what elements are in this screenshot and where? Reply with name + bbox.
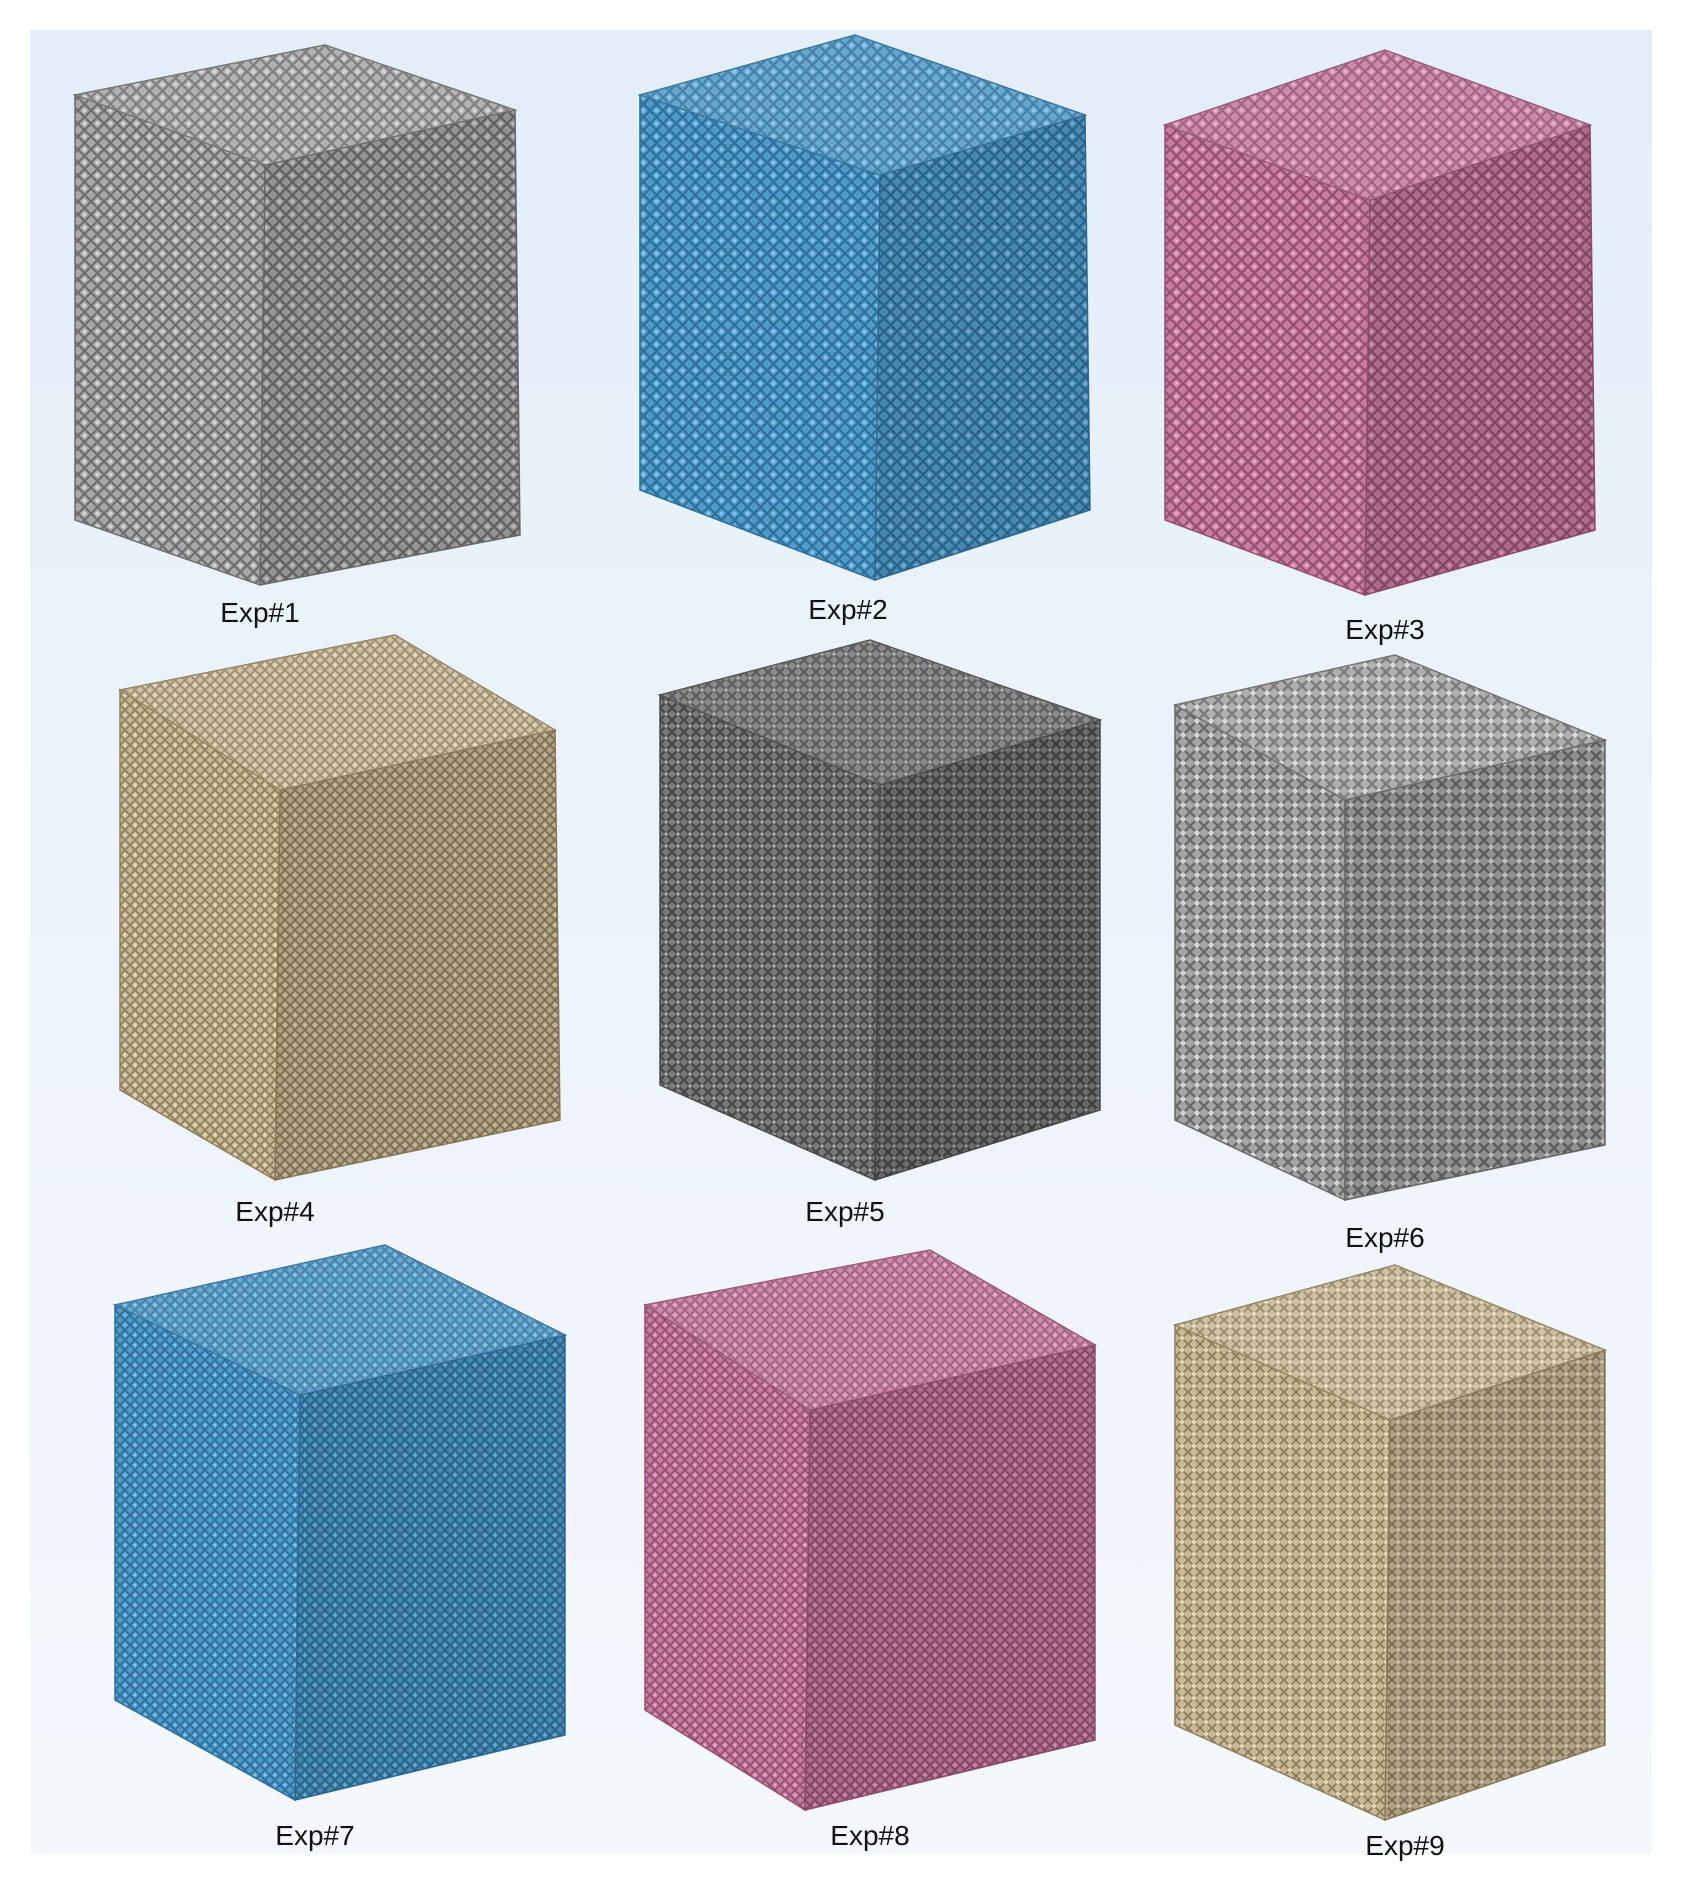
cube-label-exp-2: Exp#2 (808, 594, 888, 625)
cube-right-face (1384, 1348, 1606, 1822)
cube-left-face (1164, 123, 1371, 597)
cube-label-exp-1: Exp#1 (220, 597, 300, 628)
cube-exp-6 (1172, 654, 1608, 1202)
cube-exp-1 (72, 44, 521, 587)
cube-right-face (274, 729, 561, 1181)
cube-exp-2 (637, 34, 1091, 582)
cube-right-face (259, 109, 521, 586)
cube-exp-3 (1162, 49, 1596, 597)
cube-label-exp-4: Exp#4 (235, 1196, 315, 1227)
cube-right-face (874, 114, 1091, 582)
cube-right-face (294, 1334, 566, 1801)
cube-exp-7 (112, 1244, 568, 1802)
cube-exp-8 (643, 1249, 1098, 1812)
cube-label-exp-9: Exp#9 (1365, 1830, 1445, 1861)
cube-exp-5 (657, 639, 1103, 1182)
cube-left-face (74, 93, 266, 587)
cube-label-exp-6: Exp#6 (1345, 1222, 1425, 1253)
cube-label-exp-8: Exp#8 (830, 1820, 910, 1851)
cube-exp-4 (118, 634, 561, 1182)
cube-label-exp-7: Exp#7 (275, 1820, 355, 1851)
cube-right-face (874, 718, 1101, 1182)
cube-exp-9 (1172, 1264, 1608, 1822)
cube-label-exp-3: Exp#3 (1345, 614, 1425, 645)
cube-right-face (1344, 739, 1606, 1201)
cube-label-exp-5: Exp#5 (805, 1196, 885, 1227)
cube-right-face (804, 1344, 1096, 1811)
cube-left-face (639, 93, 881, 582)
cube-right-face (1364, 123, 1596, 596)
